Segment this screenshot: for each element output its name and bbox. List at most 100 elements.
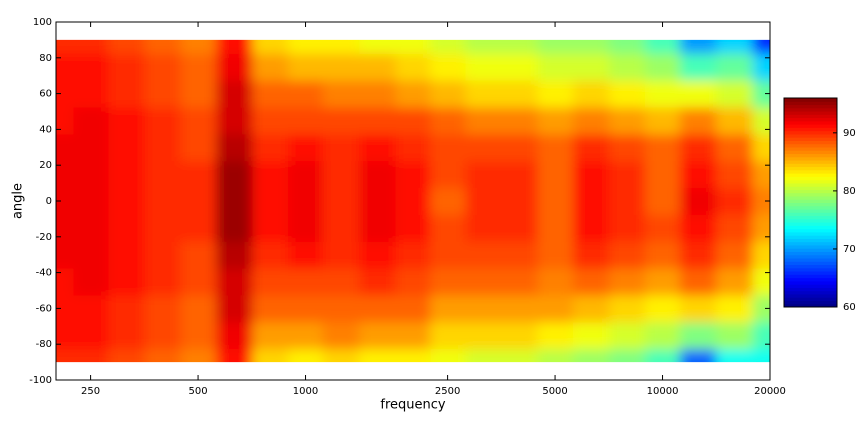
colorbar-swatch xyxy=(784,101,837,106)
heat-cell xyxy=(645,241,681,269)
colorbar-swatch xyxy=(784,202,837,207)
heat-cell xyxy=(395,160,431,189)
heat-cell xyxy=(215,39,253,54)
heat-cell xyxy=(572,53,610,81)
heat-cell xyxy=(752,187,770,215)
heat-cell xyxy=(144,241,182,269)
heat-cell xyxy=(288,214,324,242)
heat-cell xyxy=(752,348,770,363)
heat-cell xyxy=(180,53,217,81)
heat-cell xyxy=(288,348,324,363)
colorbar-swatch xyxy=(784,231,837,236)
heat-cell xyxy=(645,80,681,108)
heat-cell xyxy=(322,214,360,242)
colorbar-swatch xyxy=(784,284,837,288)
colorbar-swatch xyxy=(784,163,837,168)
colorbar-swatch xyxy=(784,235,837,239)
heat-cell xyxy=(108,39,146,54)
heat-cell xyxy=(322,268,360,296)
heat-cell xyxy=(359,294,397,323)
heat-cell xyxy=(180,348,217,363)
colorbar-swatch xyxy=(784,300,837,305)
x-tick-label: 2500 xyxy=(435,386,460,397)
heat-cell xyxy=(645,133,681,162)
heat-cell xyxy=(716,268,754,296)
heat-cell xyxy=(572,39,610,54)
colorbar-swatch xyxy=(784,254,837,259)
heat-cell xyxy=(73,107,110,135)
heat-cell xyxy=(465,39,503,54)
heat-cell xyxy=(56,80,74,108)
heat-cell xyxy=(537,39,574,54)
heat-cell xyxy=(322,321,360,350)
heat-cell xyxy=(56,39,74,54)
heat-cell xyxy=(56,294,74,323)
heat-cell xyxy=(430,241,467,269)
heat-cell xyxy=(215,107,253,135)
heat-cell xyxy=(752,268,770,296)
heat-cell xyxy=(144,39,182,54)
heat-cell xyxy=(215,268,253,296)
heat-cell xyxy=(752,321,770,350)
heat-cell xyxy=(359,53,397,81)
heat-cell xyxy=(716,107,754,135)
heat-cell xyxy=(395,241,431,269)
heat-cell xyxy=(322,53,360,81)
heat-cell xyxy=(215,53,253,81)
heat-cell xyxy=(501,241,539,269)
heat-cell xyxy=(645,294,681,323)
heat-cell xyxy=(73,53,110,81)
heat-cell xyxy=(215,80,253,108)
colorbar-swatch xyxy=(784,199,837,203)
y-tick-label: 40 xyxy=(39,124,52,135)
heat-cell xyxy=(252,268,289,296)
heat-cell xyxy=(215,187,253,215)
heat-cell xyxy=(465,107,503,135)
colorbar-swatch xyxy=(784,274,837,279)
heat-cell xyxy=(144,80,182,108)
y-tick-label: 60 xyxy=(39,89,52,100)
colorbar-swatch xyxy=(784,212,837,217)
heat-cell xyxy=(56,53,74,81)
heat-cell xyxy=(252,160,289,189)
heat-cell xyxy=(322,160,360,189)
colorbar-swatch xyxy=(784,143,837,148)
heat-cell xyxy=(501,214,539,242)
heat-cell xyxy=(752,241,770,269)
heat-cell xyxy=(430,53,467,81)
heat-cell xyxy=(430,107,467,135)
heat-cell xyxy=(73,80,110,108)
heat-cell xyxy=(465,133,503,162)
heat-cell xyxy=(322,241,360,269)
colorbar-swatch xyxy=(784,261,837,266)
colorbar-swatch xyxy=(784,244,837,249)
colorbar-swatch xyxy=(784,117,837,122)
heat-cell xyxy=(465,294,503,323)
heat-cell xyxy=(752,53,770,81)
colorbar-swatch xyxy=(784,124,837,128)
heat-cell xyxy=(395,39,431,54)
heat-cell xyxy=(108,241,146,269)
heat-cell xyxy=(501,348,539,363)
colorbar-swatch xyxy=(784,228,837,233)
y-tick-label: -60 xyxy=(36,303,52,314)
heat-cell xyxy=(609,348,646,363)
colorbar-swatch xyxy=(784,258,837,262)
heat-cell xyxy=(252,53,289,81)
heat-cell xyxy=(144,160,182,189)
heat-cell xyxy=(56,268,74,296)
heat-cell xyxy=(73,187,110,215)
heat-cell xyxy=(288,294,324,323)
colorbar-swatch xyxy=(784,297,837,301)
heat-cell xyxy=(537,268,574,296)
heat-cell xyxy=(501,107,539,135)
colorbar-frame xyxy=(783,97,838,308)
colorbar-swatch xyxy=(784,215,837,220)
colorbar: 60 70 80 90 xyxy=(783,97,856,313)
heat-cell xyxy=(322,187,360,215)
heat-cell xyxy=(288,53,324,81)
colorbar-swatch xyxy=(784,222,837,226)
colorbar-swatch xyxy=(784,127,837,132)
heat-cell xyxy=(465,348,503,363)
colorbar-tick-label: 80 xyxy=(843,186,856,197)
